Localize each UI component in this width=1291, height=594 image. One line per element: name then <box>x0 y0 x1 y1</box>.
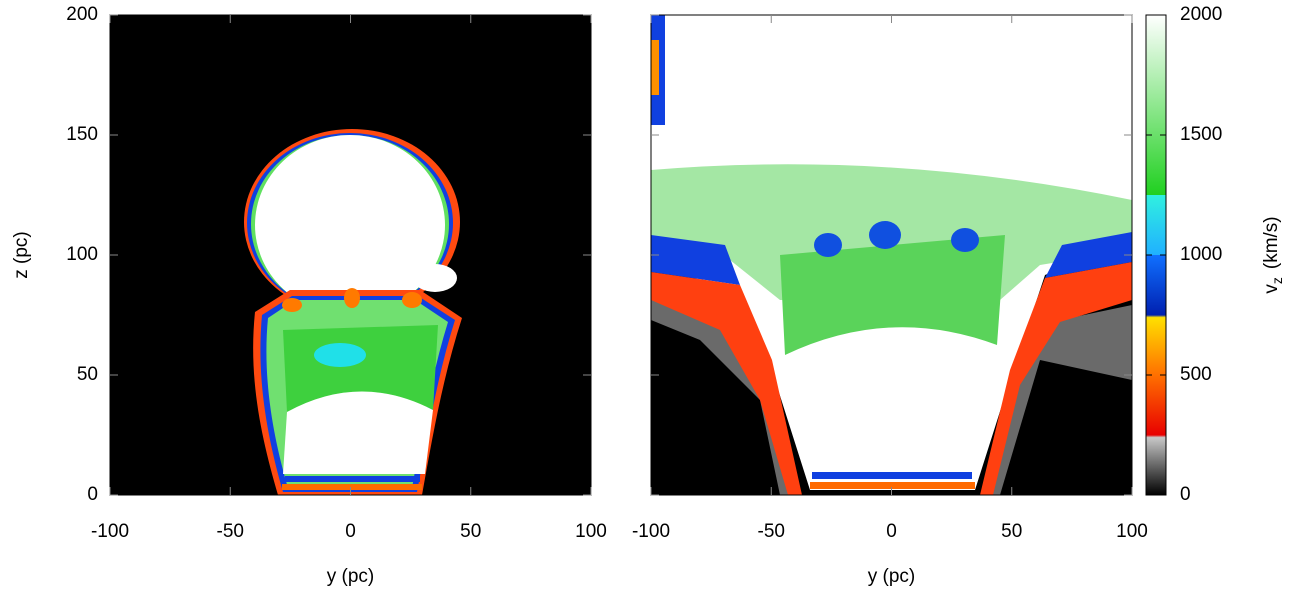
colorbar-tick-label: 2000 <box>1180 4 1222 25</box>
y-tick-label: 150 <box>66 124 98 145</box>
heatmap-image <box>110 15 591 495</box>
x-tick-label: -50 <box>217 521 244 542</box>
y-tick-label: 0 <box>87 484 98 505</box>
x-tick-label: -100 <box>91 521 129 542</box>
x-tick-label: 100 <box>575 521 607 542</box>
colorbar-label: vz(km/s) <box>1261 216 1285 293</box>
colorbar-tick-label: 1000 <box>1180 244 1222 265</box>
y-tick-label: 200 <box>66 4 98 25</box>
x-tick-label: -50 <box>758 521 785 542</box>
x-tick-label: 50 <box>460 521 481 542</box>
x-tick-label: -100 <box>632 521 670 542</box>
colorbar-tick-label: 0 <box>1180 484 1191 505</box>
x-axis-label: y (pc) <box>327 566 375 587</box>
colorbar-tick-label: 500 <box>1180 364 1212 385</box>
heatmap-image <box>651 15 1132 495</box>
x-tick-label: 0 <box>886 521 897 542</box>
y-tick-label: 100 <box>66 244 98 265</box>
y-tick-label: 50 <box>77 364 98 385</box>
x-tick-label: 0 <box>345 521 356 542</box>
x-tick-label: 100 <box>1116 521 1148 542</box>
x-tick-label: 50 <box>1001 521 1022 542</box>
x-axis-label: y (pc) <box>868 566 916 587</box>
y-axis-label: z (pc) <box>11 231 32 279</box>
colorbar-tick-label: 1500 <box>1180 124 1222 145</box>
